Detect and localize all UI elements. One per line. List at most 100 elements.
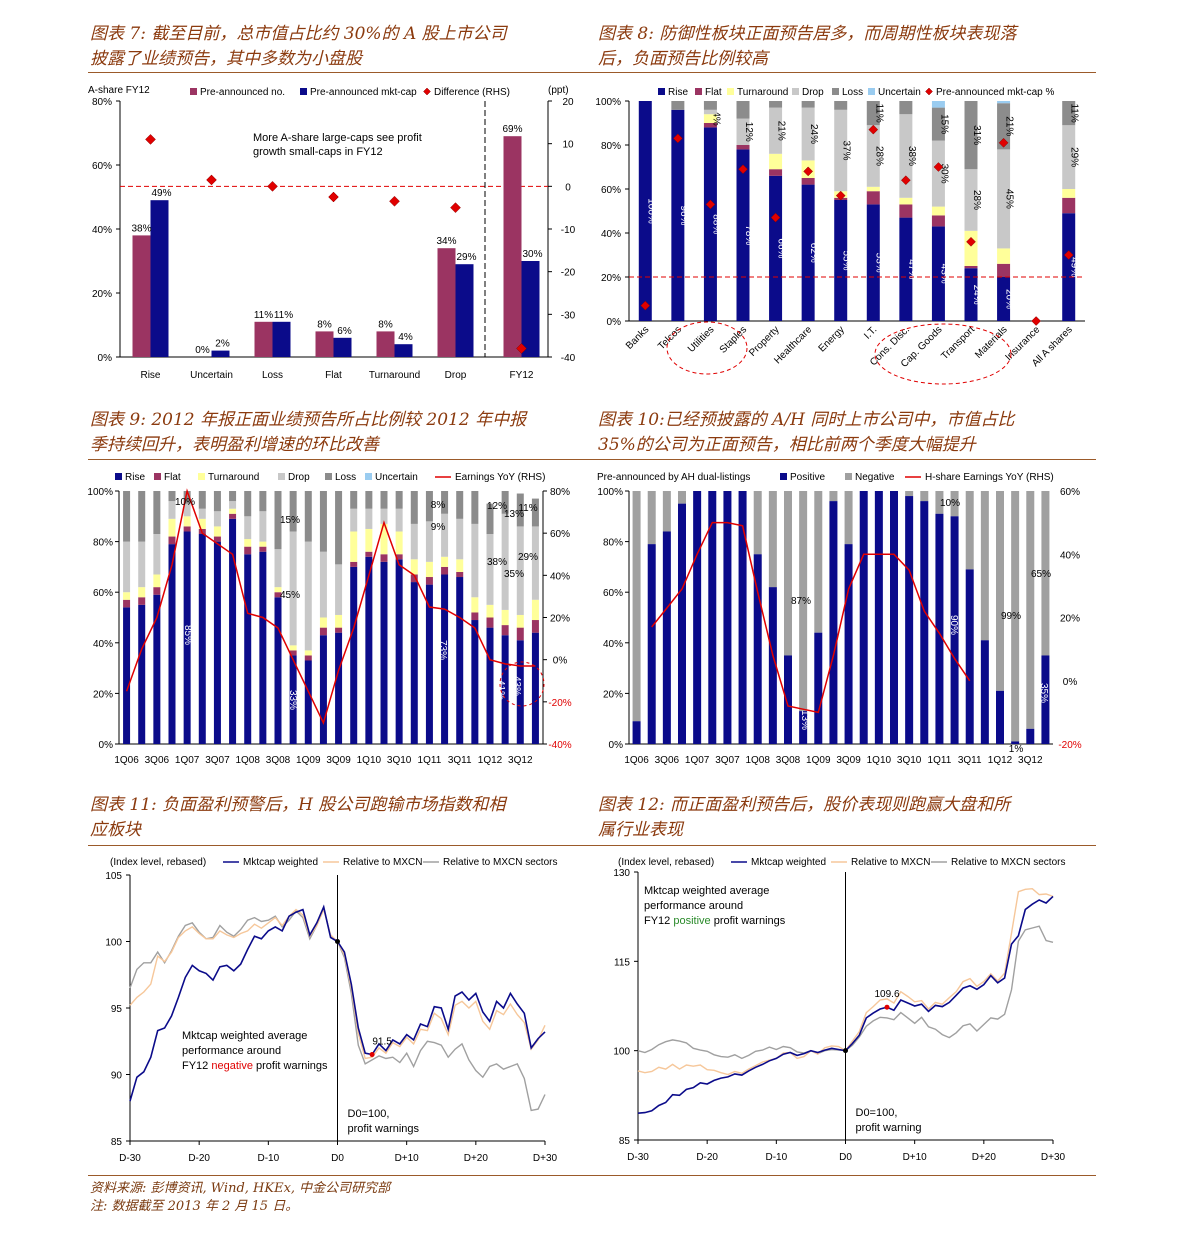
c10-bar-positive bbox=[829, 501, 838, 744]
c9-segment bbox=[425, 577, 433, 585]
c7-label-preno: 34% bbox=[436, 236, 456, 247]
c9-ytick-label: 20% bbox=[93, 689, 113, 700]
c10-legend-yoy: H-share Earnings YoY (RHS) bbox=[925, 472, 1054, 483]
c9-segment bbox=[441, 491, 449, 514]
c10-ytick-label: 60% bbox=[603, 588, 623, 599]
c10-bar-negative bbox=[1026, 491, 1035, 729]
c7-annotation: More A-share large-caps see profit bbox=[253, 132, 422, 144]
c7-diff-marker bbox=[516, 343, 527, 354]
c9-segment bbox=[183, 516, 191, 527]
c8-segment bbox=[997, 277, 1011, 321]
c8-segment bbox=[964, 268, 978, 321]
c9-segment bbox=[168, 536, 176, 545]
c10-data-label: 1% bbox=[1009, 744, 1024, 755]
c9-y2tick-label: -20% bbox=[548, 698, 571, 709]
c9-segment bbox=[531, 498, 539, 527]
c12-point-label: 109.6 bbox=[874, 989, 899, 1000]
c8-segment bbox=[736, 118, 750, 145]
c11-legend-1: Relative to MXCN bbox=[343, 857, 422, 868]
c9-segment bbox=[289, 650, 297, 656]
c10-bar-positive bbox=[678, 503, 686, 744]
c8-segment-label: 24% bbox=[971, 285, 982, 305]
c11-ytick-label: 95 bbox=[111, 1004, 123, 1015]
c10-bar-positive bbox=[662, 531, 671, 744]
c8-segment-label: 53% bbox=[873, 253, 884, 273]
c8-segment-label: 4% bbox=[710, 111, 721, 126]
c9-xlabel: 1Q11 bbox=[418, 755, 442, 766]
c9-segment bbox=[153, 587, 161, 595]
c10-bar-negative bbox=[799, 491, 808, 712]
c9-ytick-label: 60% bbox=[93, 588, 113, 599]
c8-xlabel: I.T. bbox=[862, 324, 879, 341]
c10-xlabel: 3Q06 bbox=[655, 755, 680, 766]
c9-xlabel: 3Q09 bbox=[326, 755, 351, 766]
c9-segment bbox=[123, 592, 131, 600]
c8-segment-label: 62% bbox=[808, 243, 819, 263]
c9-segment bbox=[244, 516, 252, 540]
c9-segment bbox=[168, 518, 176, 537]
c7-diff-marker bbox=[450, 202, 461, 214]
c9-segment bbox=[486, 617, 494, 628]
c10-bar-positive bbox=[950, 516, 959, 744]
c10-bar-positive bbox=[905, 496, 914, 744]
c8-segment bbox=[801, 107, 815, 161]
c9-segment bbox=[229, 513, 237, 519]
c9-segment bbox=[229, 518, 237, 744]
c10-bar-positive bbox=[768, 587, 777, 744]
c8-segment-label: 49% bbox=[1069, 257, 1080, 277]
c8-segment bbox=[769, 101, 783, 108]
c8-segment bbox=[997, 103, 1011, 150]
c10-xlabel: 3Q09 bbox=[836, 755, 861, 766]
c11-xtick-label: D0 bbox=[331, 1153, 344, 1164]
c8-segment-label: 21% bbox=[1004, 116, 1015, 136]
c7-y2tick-label: -20 bbox=[561, 268, 576, 279]
c9-segment bbox=[335, 627, 343, 633]
c9-segment bbox=[244, 539, 252, 547]
c12-xtick-label: D-30 bbox=[627, 1152, 649, 1163]
c11-d0-note: profit warnings bbox=[348, 1123, 420, 1135]
c10-xlabel: 1Q07 bbox=[685, 755, 710, 766]
c7-y2tick-label: -40 bbox=[561, 353, 576, 364]
c8-mktcap-marker bbox=[966, 236, 976, 247]
c9-segment bbox=[138, 541, 146, 588]
c10-bar-positive bbox=[859, 491, 868, 744]
c8-segment bbox=[997, 263, 1011, 277]
c8-mktcap-marker bbox=[705, 199, 716, 210]
c8-segment bbox=[1062, 125, 1076, 189]
c7-label-premcap: 49% bbox=[151, 188, 171, 199]
c8-mktcap-marker bbox=[640, 300, 651, 311]
c10-bar-positive bbox=[738, 491, 747, 744]
c9-segment bbox=[319, 635, 327, 744]
c9-segment bbox=[441, 513, 449, 557]
c9-xlabel: 3Q08 bbox=[266, 755, 291, 766]
c10-y2tick-label: 40% bbox=[1060, 550, 1080, 561]
c10-data-label: 90% bbox=[948, 615, 959, 635]
c10-bar-negative bbox=[980, 491, 989, 641]
c10-corner-label: Pre-announced by AH dual-listings bbox=[597, 472, 750, 483]
c12-xtick-label: D+20 bbox=[972, 1152, 997, 1163]
c9-xlabel: 3Q12 bbox=[508, 755, 533, 766]
c9-data-label: 73% bbox=[437, 640, 448, 660]
c11-annotation-highlight: FY12 negative profit warnings bbox=[182, 1060, 328, 1072]
c9-data-label: 9% bbox=[431, 522, 446, 533]
c9-segment bbox=[198, 534, 206, 744]
c10-data-label: 10% bbox=[940, 498, 960, 509]
c9-segment bbox=[304, 660, 312, 744]
c10-legend-negative-swatch bbox=[845, 473, 852, 480]
c9-legend-5-swatch bbox=[365, 473, 372, 480]
c9-circle-latest bbox=[499, 661, 545, 707]
c9-segment bbox=[395, 531, 403, 555]
c8-segment-label: 12% bbox=[743, 122, 754, 142]
c7-diff-marker bbox=[206, 174, 217, 186]
c9-segment bbox=[456, 577, 464, 744]
c9-segment bbox=[304, 650, 312, 656]
c11-point-label: 91.5 bbox=[372, 1037, 392, 1048]
c10-xlabel: 3Q07 bbox=[715, 755, 740, 766]
c7-legend-preno-swatch bbox=[190, 88, 197, 95]
c8-mktcap-marker bbox=[901, 175, 911, 186]
c11-xtick-label: D-10 bbox=[257, 1153, 279, 1164]
c10-bar-positive bbox=[799, 711, 808, 744]
c9-segment bbox=[168, 501, 176, 519]
c8-segment-label: 30% bbox=[938, 164, 949, 184]
c9-segment bbox=[395, 491, 403, 509]
